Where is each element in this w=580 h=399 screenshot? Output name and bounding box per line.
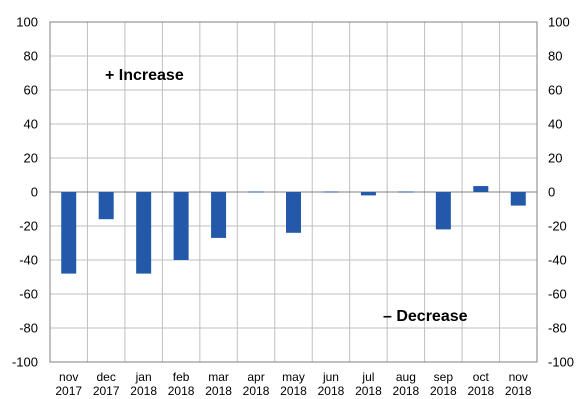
x-tick-year-label: 2018 [280, 384, 307, 398]
y-tick-left-label: -80 [19, 321, 38, 336]
x-tick-month-label: jan [135, 370, 152, 384]
y-tick-left-label: 0 [31, 185, 38, 200]
y-tick-right-label: 20 [548, 151, 562, 166]
x-tick-month-label: may [282, 370, 305, 384]
x-tick-month-label: feb [173, 370, 190, 384]
bar-4 [211, 192, 227, 238]
x-tick-month-label: sep [434, 370, 454, 384]
bar-10 [435, 192, 451, 230]
x-tick-year-label: 2018 [505, 384, 532, 398]
bar-6 [286, 192, 301, 233]
y-tick-left-label: 40 [24, 117, 38, 132]
bars [61, 186, 526, 274]
bar-5 [248, 191, 264, 193]
y-tick-left-label: 100 [16, 15, 38, 30]
x-tick-year-label: 2018 [168, 384, 195, 398]
y-tick-left-label: -60 [19, 287, 38, 302]
x-tick-year-label: 2017 [93, 384, 120, 398]
x-tick-month-label: oct [473, 370, 490, 384]
y-tick-right-label: 40 [548, 117, 562, 132]
x-tick-month-label: nov [59, 370, 78, 384]
x-tick-year-label: 2018 [355, 384, 382, 398]
y-tick-right-label: -60 [548, 287, 567, 302]
y-tick-left-label: -100 [12, 355, 38, 370]
x-tick-year-label: 2018 [205, 384, 232, 398]
x-tick-year-label: 2018 [467, 384, 494, 398]
annotation-decrease: – Decrease [383, 308, 468, 325]
bar-0 [61, 192, 77, 274]
y-tick-left-label: -20 [19, 219, 38, 234]
bar-3 [173, 192, 189, 260]
y-tick-right-label: 60 [548, 83, 562, 98]
x-tick-year-label: 2018 [430, 384, 457, 398]
y-tick-left-label: -40 [19, 253, 38, 268]
x-tick-month-label: aug [396, 370, 416, 384]
x-axis-ticks: nov2017dec2017jan2018feb2018mar2018apr20… [55, 370, 532, 398]
y-tick-left-label: 80 [24, 49, 38, 64]
x-tick-month-label: nov [509, 370, 528, 384]
bar-1 [98, 192, 114, 220]
y-tick-right-label: 0 [548, 185, 555, 200]
x-tick-month-label: apr [247, 370, 264, 384]
y-tick-right-label: 80 [548, 49, 562, 64]
bar-2 [136, 192, 152, 274]
y-tick-right-label: 100 [548, 15, 570, 30]
x-tick-month-label: jul [361, 370, 374, 384]
y-tick-left-label: 60 [24, 83, 38, 98]
bar-9 [398, 191, 414, 193]
x-tick-month-label: jun [322, 370, 339, 384]
x-tick-year-label: 2018 [243, 384, 270, 398]
x-tick-month-label: mar [208, 370, 229, 384]
bar-11 [473, 186, 489, 192]
y-axis-right-ticks: 100 80 60 40 20 0 -20 -40 -60 -80 -100 [548, 15, 574, 370]
y-tick-right-label: -80 [548, 321, 567, 336]
y-axis-left-ticks: 100 80 60 40 20 0 -20 -40 -60 -80 -100 [12, 15, 38, 370]
bar-7 [323, 191, 339, 193]
x-tick-year-label: 2018 [130, 384, 157, 398]
x-tick-month-label: dec [97, 370, 116, 384]
y-tick-right-label: -20 [548, 219, 567, 234]
y-tick-left-label: 20 [24, 151, 38, 166]
bar-8 [360, 192, 376, 196]
x-tick-year-label: 2018 [393, 384, 420, 398]
y-tick-right-label: -100 [548, 355, 574, 370]
y-tick-right-label: -40 [548, 253, 567, 268]
bar-12 [510, 192, 526, 206]
x-tick-year-label: 2017 [55, 384, 82, 398]
x-tick-year-label: 2018 [318, 384, 345, 398]
annotation-increase: + Increase [105, 67, 184, 84]
